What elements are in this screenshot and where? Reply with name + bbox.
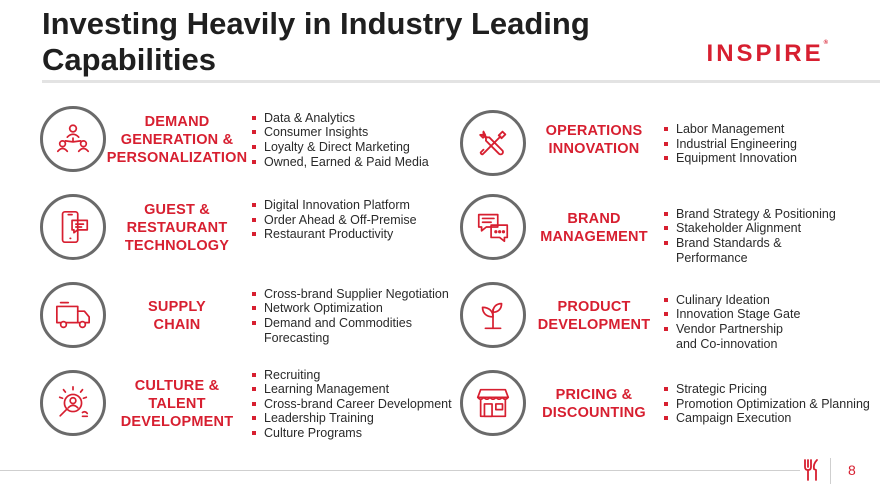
bullet-item: Demand and Commodities	[252, 316, 466, 331]
capability-card-operations-innovation: OPERATIONS INNOVATION Labor Management I…	[460, 100, 880, 180]
page-number: 8	[848, 462, 856, 478]
sprout-icon	[460, 282, 526, 348]
wrench-screwdriver-icon	[460, 110, 526, 176]
capability-bullets: Culinary Ideation Innovation Stage Gate …	[664, 282, 878, 362]
bullet-item: Equipment Innovation	[664, 151, 874, 166]
delivery-truck-icon	[40, 282, 106, 348]
storefront-icon	[460, 370, 526, 436]
bullet-item-continued: Performance	[676, 250, 748, 265]
title-line: SUPPLY	[148, 299, 206, 315]
bullet-item: Restaurant Productivity	[252, 227, 458, 242]
bullet-item: Consumer Insights	[252, 125, 458, 140]
bullet-item: Labor Management	[664, 122, 874, 137]
bullet-item: Industrial Engineering	[664, 137, 874, 152]
bullet-item: Cross-brand Career Development	[252, 397, 466, 412]
fork-knife-icon	[804, 459, 818, 481]
title-line: INNOVATION	[548, 141, 640, 157]
bullet-item: Vendor Partnership	[664, 322, 878, 337]
title-line: CULTURE &	[134, 378, 220, 394]
capability-card-supply-chain: SUPPLY CHAIN Cross-brand Supplier Negoti…	[40, 276, 460, 356]
capability-bullets: Digital Innovation Platform Order Ahead …	[252, 180, 458, 260]
bullet-item: Leadership Training	[252, 411, 466, 426]
capability-title: BRAND MANAGEMENT	[538, 188, 650, 268]
bullet-item: Recruiting	[252, 368, 466, 383]
title-line: TALENT	[148, 396, 206, 412]
bullet-item: Learning Management	[252, 382, 466, 397]
bullet-item-continued: and Co-innovation	[676, 336, 778, 351]
bullet-item: Innovation Stage Gate	[664, 307, 878, 322]
capability-bullets: Brand Strategy & Positioning Stakeholder…	[664, 196, 878, 276]
capability-title: OPERATIONS INNOVATION	[538, 100, 650, 180]
capability-bullets: Data & Analytics Consumer Insights Loyal…	[252, 100, 458, 180]
title-line: DISCOUNTING	[542, 405, 646, 421]
capability-card-culture-talent-development: CULTURE & TALENT DEVELOPMENT Recruiting …	[40, 364, 460, 444]
footer-divider	[0, 470, 800, 471]
bullet-item: Loyalty & Direct Marketing	[252, 140, 458, 155]
bullet-item: Stakeholder Alignment	[664, 221, 878, 236]
bullet-item: Network Optimization	[252, 301, 466, 316]
bullet-item: Campaign Execution	[664, 411, 880, 426]
bullet-item: Culinary Ideation	[664, 293, 878, 308]
capability-card-brand-management: BRAND MANAGEMENT Brand Strategy & Positi…	[460, 188, 880, 268]
title-line: GUEST &	[144, 202, 210, 218]
capability-title: GUEST & RESTAURANT TECHNOLOGY	[112, 188, 242, 268]
capability-bullets: Recruiting Learning Management Cross-bra…	[252, 364, 466, 444]
capability-bullets: Cross-brand Supplier Negotiation Network…	[252, 276, 466, 356]
capability-title: PRODUCT DEVELOPMENT	[538, 276, 650, 356]
title-line: RESTAURANT	[126, 220, 228, 236]
title-line: DEMAND	[144, 114, 210, 130]
title-line: BRAND	[567, 211, 621, 227]
bullet-item: Culture Programs	[252, 426, 466, 441]
people-network-icon	[40, 106, 106, 172]
logo-registered-mark: ®	[823, 40, 828, 46]
capability-card-pricing-discounting: PRICING & DISCOUNTING Strategic Pricing …	[460, 364, 880, 444]
bullet-item-continued: Forecasting	[264, 330, 330, 345]
inspire-logo: INSPIRE®	[707, 40, 828, 68]
bullet-item: Owned, Earned & Paid Media	[252, 155, 458, 170]
title-line: OPERATIONS	[545, 123, 643, 139]
bullet-item: Cross-brand Supplier Negotiation	[252, 287, 466, 302]
capability-title: CULTURE & TALENT DEVELOPMENT	[112, 364, 242, 444]
capability-card-demand-generation: DEMAND GENERATION & PERSONALIZATION Data…	[40, 100, 460, 180]
title-line: PRICING &	[555, 387, 633, 403]
capability-card-product-development: PRODUCT DEVELOPMENT Culinary Ideation In…	[460, 276, 880, 356]
bullet-item: Data & Analytics	[252, 111, 458, 126]
bullet-item: Order Ahead & Off-Premise	[252, 213, 458, 228]
bullet-item: Promotion Optimization & Planning	[664, 397, 880, 412]
page-title: Investing Heavily in Industry Leading Ca…	[42, 6, 590, 77]
mobile-chat-icon	[40, 194, 106, 260]
capability-bullets: Strategic Pricing Promotion Optimization…	[664, 364, 880, 444]
capability-title: SUPPLY CHAIN	[112, 276, 242, 356]
bullet-item: Brand Standards &	[664, 236, 878, 251]
chat-bubbles-icon	[460, 194, 526, 260]
title-line: CHAIN	[153, 317, 201, 333]
title-line: DEVELOPMENT	[537, 317, 651, 333]
title-line: DEVELOPMENT	[120, 414, 234, 430]
logo-text: INSPIRE	[706, 40, 824, 67]
title-divider	[42, 80, 880, 83]
talent-search-icon	[40, 370, 106, 436]
capability-bullets: Labor Management Industrial Engineering …	[664, 104, 874, 184]
capability-title: PRICING & DISCOUNTING	[538, 364, 650, 444]
capability-card-guest-restaurant-technology: GUEST & RESTAURANT TECHNOLOGY Digital In…	[40, 188, 460, 268]
title-line: PRODUCT	[557, 299, 631, 315]
footer-separator	[830, 458, 831, 484]
bullet-item: Strategic Pricing	[664, 382, 880, 397]
title-line: TECHNOLOGY	[124, 238, 230, 254]
title-line: GENERATION &	[120, 132, 234, 148]
title-line: PERSONALIZATION	[106, 150, 248, 166]
bullet-item: Brand Strategy & Positioning	[664, 207, 878, 222]
bullet-item: Digital Innovation Platform	[252, 198, 458, 213]
capability-title: DEMAND GENERATION & PERSONALIZATION	[107, 100, 247, 180]
title-line: MANAGEMENT	[540, 229, 648, 245]
